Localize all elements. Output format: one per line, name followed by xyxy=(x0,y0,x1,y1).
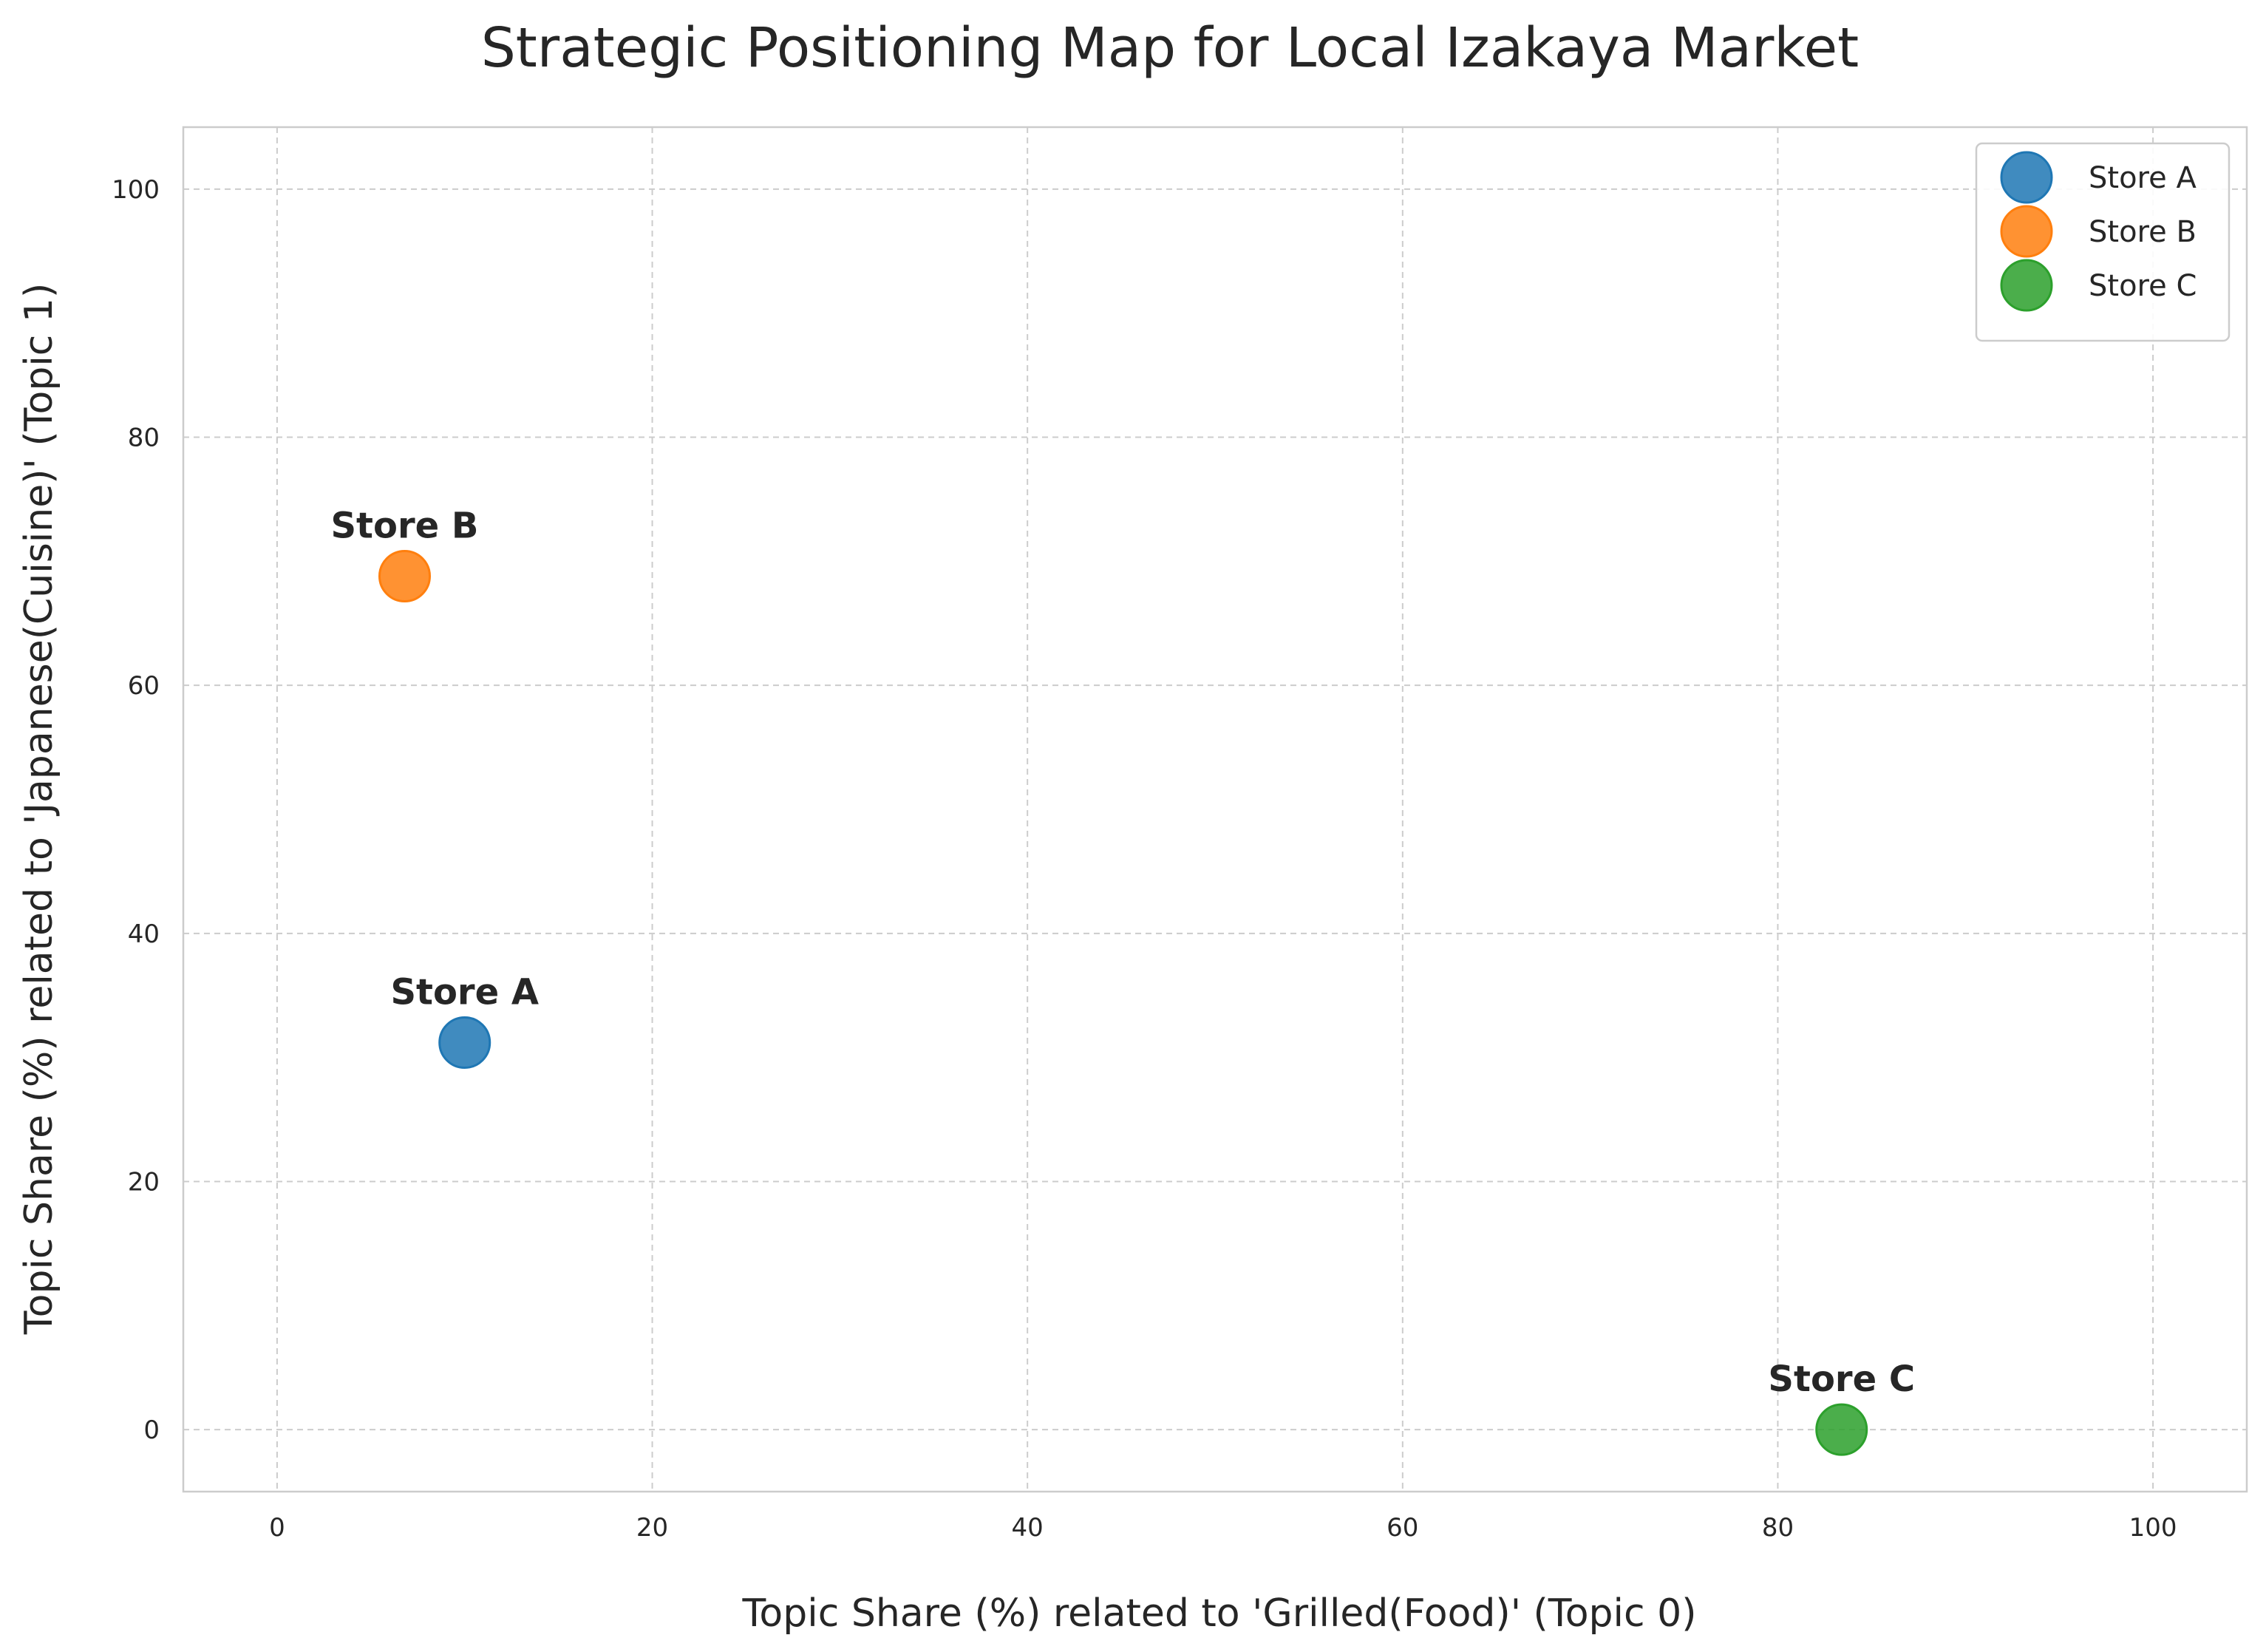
point-label: Store C xyxy=(1768,1359,1915,1400)
x-tick-label: 80 xyxy=(1762,1513,1794,1543)
x-tick-label: 100 xyxy=(2129,1513,2177,1543)
plot-frame xyxy=(182,126,2248,1493)
points-layer: Store A Store B Store C xyxy=(330,506,1915,1456)
y-tick-label: 20 xyxy=(128,1167,160,1197)
y-tick-label: 100 xyxy=(112,175,160,205)
scatter-point-store-a xyxy=(438,1016,491,1069)
scatter-point-store-b xyxy=(378,550,432,603)
legend-entry-label: Store A xyxy=(2089,161,2197,195)
x-tick-label: 20 xyxy=(636,1513,668,1543)
chart-title: Strategic Positioning Map for Local Izak… xyxy=(481,16,1859,80)
y-tick-label: 80 xyxy=(128,424,160,453)
grid-layer xyxy=(183,127,2247,1492)
tick-layer: 0 20 40 60 80 100 0 20 40 60 80 100 xyxy=(112,175,2177,1543)
legend-marker xyxy=(2000,151,2053,204)
scatter-point-store-c xyxy=(1815,1403,1868,1456)
y-tick-label: 40 xyxy=(128,920,160,949)
x-tick-label: 40 xyxy=(1012,1513,1044,1543)
legend-entry-label: Store B xyxy=(2089,215,2197,249)
x-axis-label: Topic Share (%) related to 'Grilled(Food… xyxy=(742,1591,1697,1636)
point-label: Store A xyxy=(390,971,539,1013)
point-label: Store B xyxy=(330,506,478,547)
legend: Store A Store B Store C xyxy=(1975,142,2231,342)
x-tick-label: 60 xyxy=(1387,1513,1418,1543)
y-tick-label: 0 xyxy=(143,1415,160,1445)
legend-marker xyxy=(2000,205,2053,258)
legend-marker xyxy=(2000,259,2053,312)
x-tick-label: 0 xyxy=(269,1513,285,1543)
legend-entry-label: Store C xyxy=(2089,269,2197,303)
y-axis-label: Topic Share (%) related to 'Japanese(Cui… xyxy=(17,283,61,1336)
y-tick-label: 60 xyxy=(128,671,160,701)
